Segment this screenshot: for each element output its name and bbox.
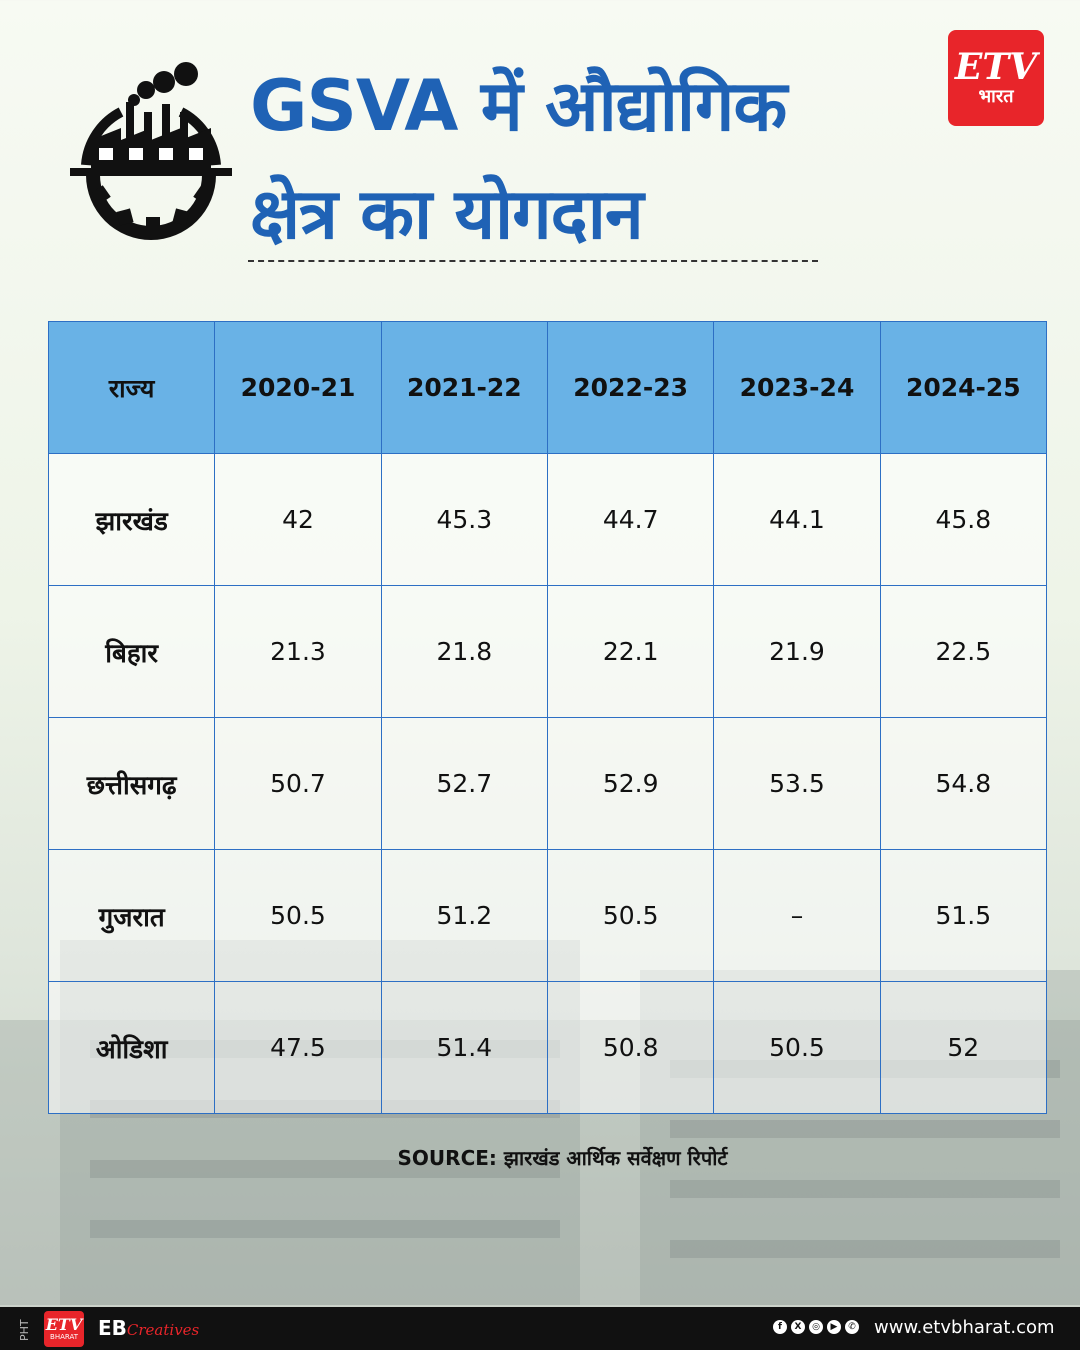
value-cell: 50.8 (546, 981, 715, 1114)
value-cell: 50.7 (214, 717, 382, 850)
gsva-table: राज्य 2020-21 2021-22 2022-23 2023-24 20… (47, 321, 1048, 1114)
value-cell: 42 (214, 453, 382, 586)
value-cell: – (713, 849, 881, 982)
value-cell: 52 (879, 981, 1048, 1114)
value-cell: 21.9 (713, 585, 881, 718)
value-cell: 50.5 (546, 849, 715, 982)
value-cell: 51.4 (380, 981, 548, 1114)
value-cell: 44.1 (713, 453, 881, 586)
value-cell: 44.7 (546, 453, 715, 586)
value-cell: 50.5 (713, 981, 881, 1114)
table-row: झारखंड 42 45.3 44.7 44.1 45.8 (47, 453, 1048, 586)
table-row: ओडिशा 47.5 51.4 50.8 50.5 52 (47, 981, 1048, 1114)
whatsapp-icon[interactable]: ✆ (845, 1320, 859, 1334)
state-cell: गुजरात (47, 849, 216, 982)
value-cell: 54.8 (879, 717, 1048, 850)
title-line-2: क्षेत्र का योगदान (250, 173, 644, 255)
etv-bharat-logo: ETV भारत (948, 30, 1044, 126)
source-note: SOURCE: झारखंड आर्थिक सर्वेक्षण रिपोर्ट (397, 1146, 728, 1170)
header-cell: 2024-25 (879, 321, 1048, 454)
value-cell: 53.5 (713, 717, 881, 850)
value-cell: 21.3 (214, 585, 382, 718)
header-cell: 2023-24 (713, 321, 881, 454)
table-row: छत्तीसगढ़ 50.7 52.7 52.9 53.5 54.8 (47, 717, 1048, 850)
eb-creatives-label: EBCreatives (98, 1316, 199, 1340)
title-line-1: GSVA में औद्योगिक (250, 65, 787, 147)
state-cell: बिहार (47, 585, 216, 718)
footer-logo-mark: ETV (45, 1314, 83, 1334)
instagram-icon[interactable]: ◎ (809, 1320, 823, 1334)
value-cell: 21.8 (380, 585, 548, 718)
social-icons: f X ◎ ▶ ✆ (773, 1320, 859, 1334)
value-cell: 50.5 (214, 849, 382, 982)
state-cell: छत्तीसगढ़ (47, 717, 216, 850)
value-cell: 52.9 (546, 717, 715, 850)
footer-bar: PHT ETV BHARAT EBCreatives f X ◎ ▶ ✆ www… (0, 1307, 1080, 1350)
value-cell: 52.7 (380, 717, 548, 850)
logo-mark: ETV (954, 46, 1038, 88)
table-row: बिहार 21.3 21.8 22.1 21.9 22.5 (47, 585, 1048, 718)
state-cell: ओडिशा (47, 981, 216, 1114)
value-cell: 51.5 (879, 849, 1048, 982)
x-icon[interactable]: X (791, 1320, 805, 1334)
header-cell: 2020-21 (214, 321, 382, 454)
value-cell: 45.3 (380, 453, 548, 586)
factory-gear-icon (70, 62, 232, 240)
value-cell: 45.8 (879, 453, 1048, 586)
creatives-text: Creatives (126, 1321, 200, 1339)
table-row: गुजरात 50.5 51.2 50.5 – 51.5 (47, 849, 1048, 982)
header-cell: राज्य (47, 321, 216, 454)
state-cell: झारखंड (47, 453, 216, 586)
table-header-row: राज्य 2020-21 2021-22 2022-23 2023-24 20… (47, 321, 1048, 454)
pht-label: PHT (18, 1319, 31, 1341)
footer-logo-sub: BHARAT (50, 1332, 78, 1341)
value-cell: 22.5 (879, 585, 1048, 718)
value-cell: 22.1 (546, 585, 715, 718)
website-link[interactable]: www.etvbharat.com (874, 1317, 1055, 1338)
header-cell: 2022-23 (546, 321, 715, 454)
eb-text: EB (98, 1316, 127, 1340)
value-cell: 47.5 (214, 981, 382, 1114)
facebook-icon[interactable]: f (773, 1320, 787, 1334)
header-cell: 2021-22 (380, 321, 548, 454)
value-cell: 51.2 (380, 849, 548, 982)
page-title: GSVA में औद्योगिक क्षेत्र का योगदान (250, 52, 890, 268)
youtube-icon[interactable]: ▶ (827, 1320, 841, 1334)
footer-etv-logo: ETV BHARAT (44, 1311, 84, 1347)
logo-sub: भारत (978, 86, 1014, 107)
title-divider (248, 260, 818, 262)
